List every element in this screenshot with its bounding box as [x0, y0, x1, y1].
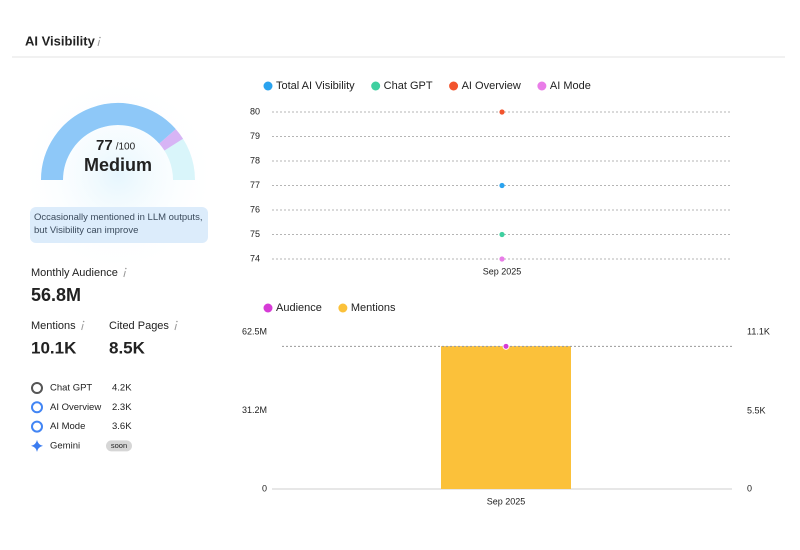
gauge-note: Occasionally mentioned in LLM outputs, b… [30, 207, 208, 243]
y-tick-label: 77 [250, 180, 260, 190]
legend-swatch [263, 81, 273, 91]
gauge-accent [159, 129, 184, 151]
source-icon [31, 439, 43, 452]
y-tick-label: 80 [250, 106, 260, 116]
point [499, 256, 505, 262]
info-icon [97, 39, 100, 47]
gauge-level: Medium [84, 155, 152, 175]
source-value: 2.3K [112, 402, 132, 413]
source-value: soon [111, 441, 127, 450]
legend-swatch [263, 303, 273, 313]
y-tick-label: 78 [250, 155, 260, 165]
y-tick-label: 74 [250, 253, 260, 263]
gauge-value-arc [41, 103, 176, 181]
y-tick-label: 76 [250, 204, 260, 214]
legend-swatch [449, 81, 459, 91]
source-icon [31, 401, 43, 414]
legend-label: Total AI Visibility [276, 80, 355, 92]
audience-value: 56.8M [31, 285, 81, 305]
source-icon [31, 420, 43, 433]
info-icon-dot [99, 36, 101, 39]
bar [441, 346, 571, 489]
source-icon [31, 382, 43, 394]
source-value: 3.6K [112, 421, 132, 432]
legend-swatch [537, 81, 547, 91]
legend-label: Mentions [351, 302, 396, 314]
source-value: 4.2K [112, 383, 132, 394]
gauge-value: 77 [96, 137, 113, 154]
legend-label: Audience [276, 302, 322, 314]
info-icon-dot [176, 320, 178, 323]
info-icon [123, 270, 126, 278]
y2-tick-label: 0 [747, 483, 752, 493]
y-tick-label: 79 [250, 131, 260, 141]
y-tick-label: 62.5M [242, 326, 267, 336]
audience-label: Monthly Audience [31, 267, 118, 279]
legend-swatch [371, 81, 381, 91]
metric-value: 8.5K [109, 338, 146, 357]
metric-label: Mentions [31, 320, 76, 332]
source-name: Gemini [50, 440, 80, 451]
point [499, 231, 505, 238]
info-icon-dot [82, 320, 85, 323]
info-icon [81, 323, 84, 331]
y2-tick-label: 11.1K [747, 326, 770, 336]
card-title: AI Visibility [25, 33, 96, 48]
point [499, 182, 505, 189]
source-name: Chat GPT [50, 383, 92, 394]
legend-swatch [338, 303, 348, 313]
source-name: AI Mode [50, 421, 85, 432]
x-tick-label: Sep 2025 [487, 496, 526, 506]
y-tick-label: 75 [250, 229, 260, 239]
point [499, 109, 505, 115]
metric-label: Cited Pages [109, 320, 169, 332]
y-tick-label: 31.2M [242, 405, 267, 415]
soon-badge [106, 440, 132, 452]
legend-label: Chat GPT [384, 80, 433, 92]
x-tick-label: Sep 2025 [483, 266, 522, 276]
point [502, 342, 510, 350]
metric-value: 10.1K [31, 338, 77, 357]
y2-tick-label: 5.5K [747, 406, 766, 416]
gauge-max: /100 [116, 142, 136, 153]
info-icon [174, 323, 177, 331]
info-icon-dot [125, 267, 127, 270]
legend-label: AI Mode [550, 80, 591, 92]
y-tick-label: 0 [262, 483, 267, 493]
source-name: AI Overview [50, 402, 101, 413]
legend-label: AI Overview [462, 80, 521, 92]
